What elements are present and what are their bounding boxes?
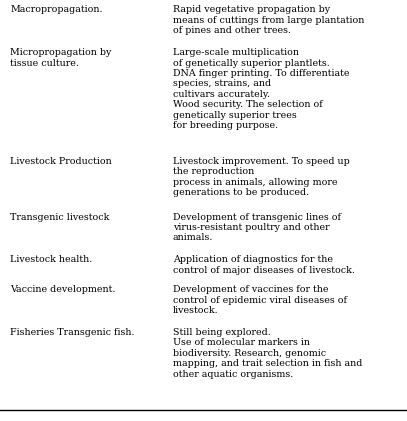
Text: Development of transgenic lines of
virus-resistant poultry and other
animals.: Development of transgenic lines of virus… [173,213,341,242]
Text: Development of vaccines for the
control of epidemic viral diseases of
livestock.: Development of vaccines for the control … [173,285,347,315]
Text: Livestock Production: Livestock Production [10,157,112,166]
Text: Macropropagation.: Macropropagation. [10,5,103,14]
Text: Vaccine development.: Vaccine development. [10,285,116,294]
Text: Fisheries Transgenic fish.: Fisheries Transgenic fish. [10,328,135,337]
Text: Transgenic livestock: Transgenic livestock [10,213,109,222]
Text: Livestock improvement. To speed up
the reproduction
process in animals, allowing: Livestock improvement. To speed up the r… [173,157,350,197]
Text: Still being explored.
Use of molecular markers in
biodiversity. Research, genomi: Still being explored. Use of molecular m… [173,328,362,378]
Text: Rapid vegetative propagation by
means of cuttings from large plantation
of pines: Rapid vegetative propagation by means of… [173,5,364,35]
Text: Large-scale multiplication
of genetically superior plantlets.
DNA finger printin: Large-scale multiplication of geneticall… [173,48,350,130]
Text: Micropropagation by
tissue culture.: Micropropagation by tissue culture. [10,48,112,68]
Text: Livestock health.: Livestock health. [10,256,92,264]
Text: Application of diagnostics for the
control of major diseases of livestock.: Application of diagnostics for the contr… [173,256,355,275]
